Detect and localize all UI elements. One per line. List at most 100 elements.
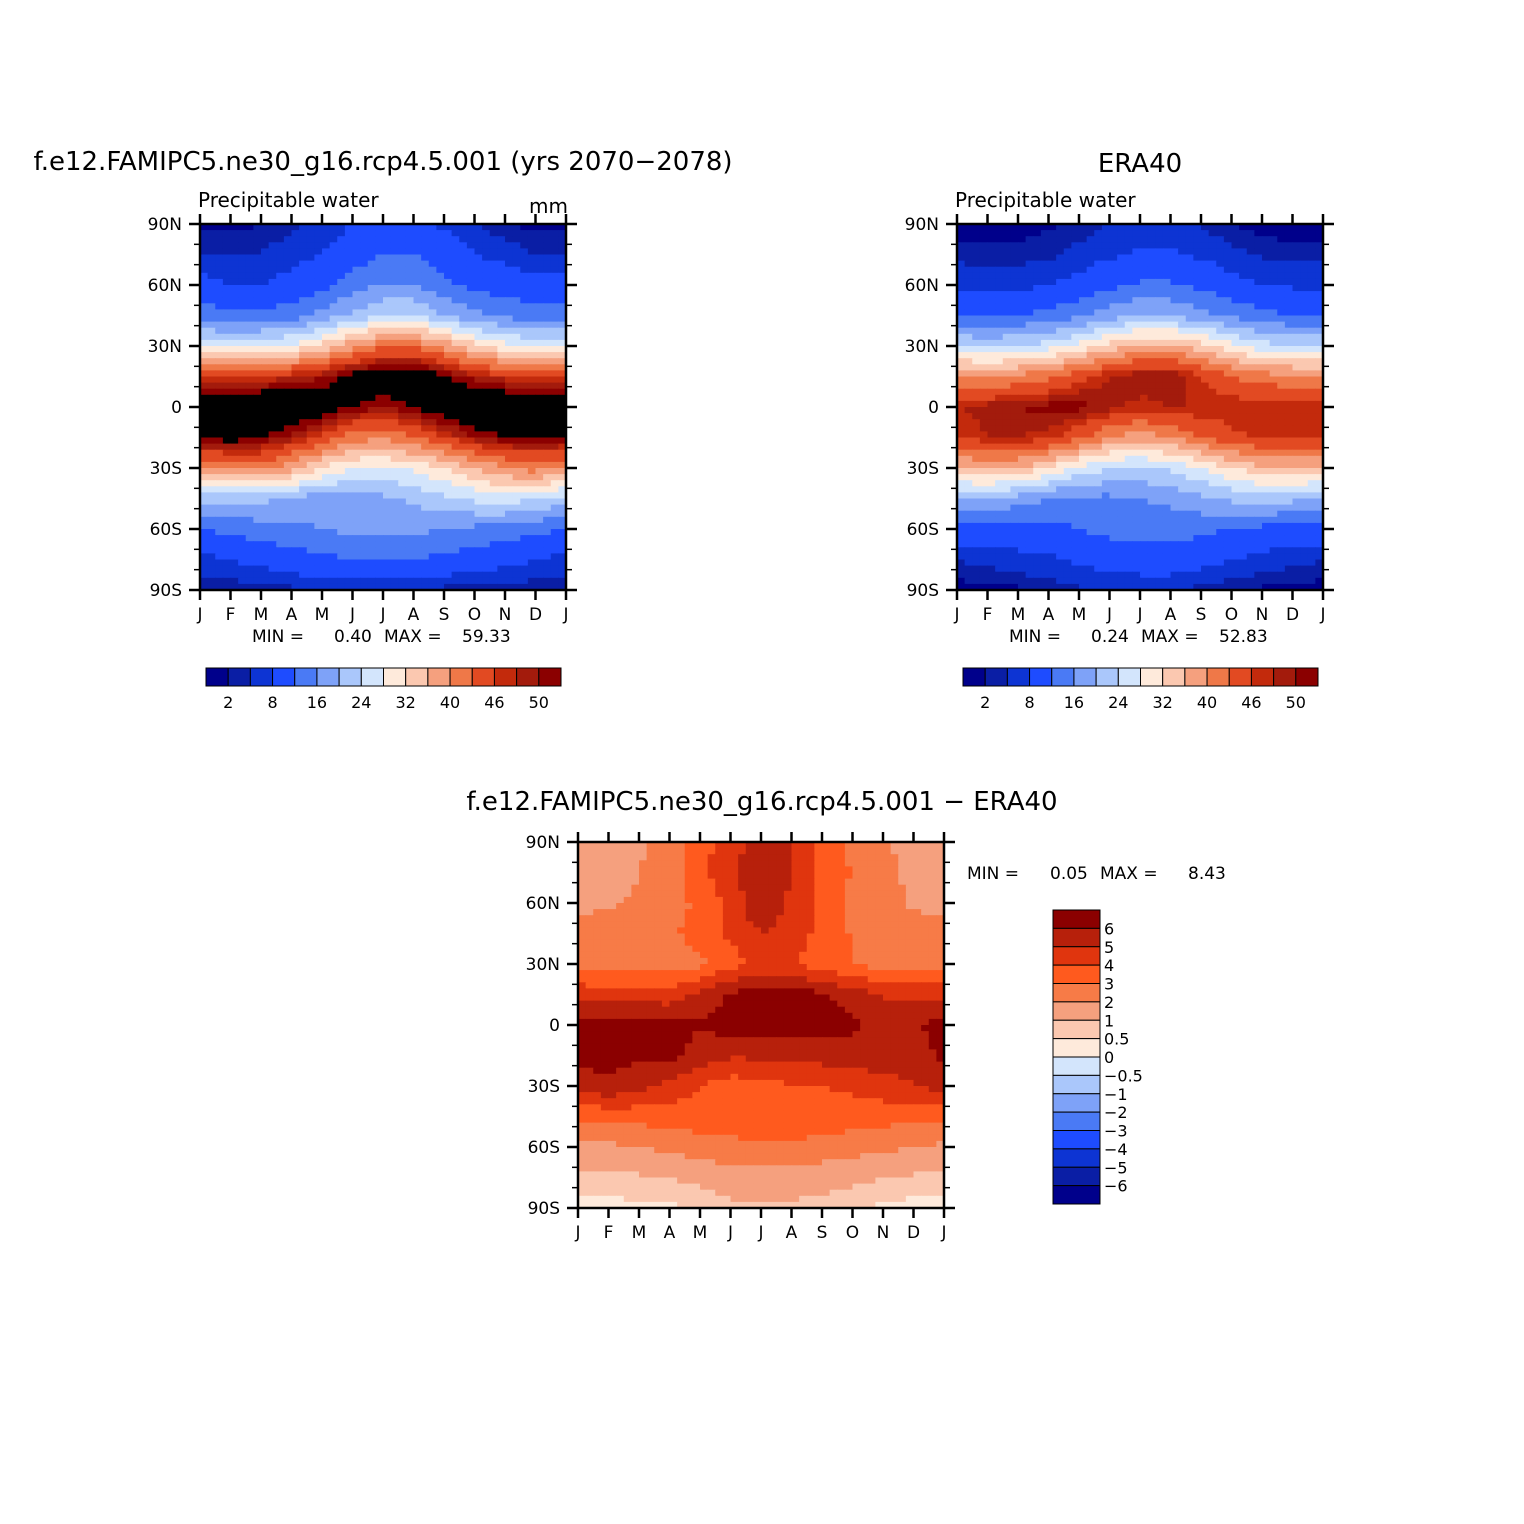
contour-cell <box>520 425 529 432</box>
contour-cell <box>1117 309 1126 317</box>
contour-cell <box>957 400 966 408</box>
contour-cell <box>1254 382 1263 390</box>
contour-cell <box>482 535 491 542</box>
contour-cell <box>291 468 300 475</box>
contour-cell <box>1086 327 1095 335</box>
contour-cell <box>1132 230 1141 237</box>
contour-cell <box>1056 364 1065 371</box>
contour-cell <box>1063 254 1072 262</box>
contour-cell <box>1101 327 1111 335</box>
contour-cell <box>200 236 209 243</box>
contour-cell <box>1094 321 1103 329</box>
contour-cell <box>1254 443 1263 451</box>
contour-cell <box>1056 321 1065 329</box>
contour-cell <box>451 553 460 561</box>
contour-cell <box>1147 352 1156 359</box>
contour-cell <box>444 352 453 359</box>
contour-cell <box>405 535 415 542</box>
contour-cell <box>466 260 476 268</box>
contour-cell <box>200 303 209 310</box>
contour-cell <box>987 297 996 304</box>
contour-cell <box>337 285 346 292</box>
contour-cell <box>1315 272 1323 280</box>
contour-cell <box>253 510 262 518</box>
contour-cell <box>489 278 498 286</box>
contour-cell <box>238 242 247 249</box>
contour-cell <box>1185 376 1194 384</box>
contour-cell <box>276 297 285 304</box>
contour-cell <box>413 492 422 500</box>
contour-cell <box>405 443 415 451</box>
contour-cell <box>215 303 224 310</box>
contour-cell <box>466 272 476 280</box>
contour-cell <box>987 449 996 457</box>
contour-cell <box>1262 303 1271 310</box>
contour-cell <box>1193 236 1202 243</box>
contour-cell <box>444 541 453 548</box>
contour-cell <box>1216 425 1225 432</box>
contour-cell <box>489 553 498 561</box>
contour-cell <box>987 382 996 390</box>
contour-cell <box>436 224 445 231</box>
contour-cell <box>1193 388 1202 396</box>
contour-cell <box>512 400 521 408</box>
contour-cell <box>405 486 415 493</box>
contour-cell <box>352 559 361 567</box>
contour-cell <box>337 352 346 359</box>
contour-cell <box>215 529 224 536</box>
contour-cell <box>520 486 529 493</box>
contour-cell <box>1254 370 1263 378</box>
contour-cell <box>995 309 1004 317</box>
contour-cell <box>261 565 270 573</box>
contour-cell <box>1170 303 1179 310</box>
contour-cell <box>230 504 239 512</box>
contour-cell <box>1185 236 1194 243</box>
contour-cell <box>375 474 384 481</box>
contour-cell <box>337 407 346 414</box>
contour-cell <box>245 431 254 439</box>
contour-cell <box>527 492 537 500</box>
contour-cell <box>1002 474 1011 481</box>
contour-cell <box>1193 437 1202 445</box>
contour-cell <box>207 400 216 408</box>
contour-cell <box>436 321 445 329</box>
contour-cell <box>1201 266 1210 274</box>
contour-cell <box>428 358 437 365</box>
contour-cell <box>1086 370 1095 378</box>
colorbar-box <box>405 667 429 687</box>
contour-cell <box>344 419 354 426</box>
contour-cell <box>1201 260 1210 268</box>
contour-cell <box>230 431 239 439</box>
contour-cell <box>344 455 354 463</box>
contour-cell <box>466 559 476 567</box>
contour-cell <box>1124 321 1133 329</box>
contour-cell <box>306 303 315 310</box>
contour-cell <box>1201 431 1210 439</box>
contour-cell <box>1063 333 1072 341</box>
contour-cell <box>383 577 392 585</box>
contour-cell <box>337 224 346 231</box>
contour-cell <box>512 553 521 561</box>
contour-cell <box>322 583 331 590</box>
contour-cell <box>291 437 300 445</box>
contour-cell <box>200 315 209 323</box>
contour-cell <box>1025 303 1034 310</box>
contour-cell <box>451 449 460 457</box>
contour-cell <box>1025 449 1034 457</box>
contour-cell <box>466 486 476 493</box>
contour-cell <box>1300 461 1309 469</box>
contour-cell <box>261 400 270 408</box>
contour-cell <box>1307 242 1316 249</box>
contour-cell <box>1162 382 1172 390</box>
contour-cell <box>421 388 430 396</box>
contour-cell <box>1193 382 1202 390</box>
contour-cell <box>207 388 216 396</box>
contour-cell <box>207 309 216 317</box>
contour-cell <box>987 327 996 335</box>
contour-cell <box>1277 364 1286 371</box>
contour-cell <box>1185 346 1194 353</box>
contour-cell <box>421 535 430 542</box>
contour-cell <box>360 577 369 585</box>
contour-cell <box>1269 278 1278 286</box>
contour-cell <box>520 376 529 384</box>
